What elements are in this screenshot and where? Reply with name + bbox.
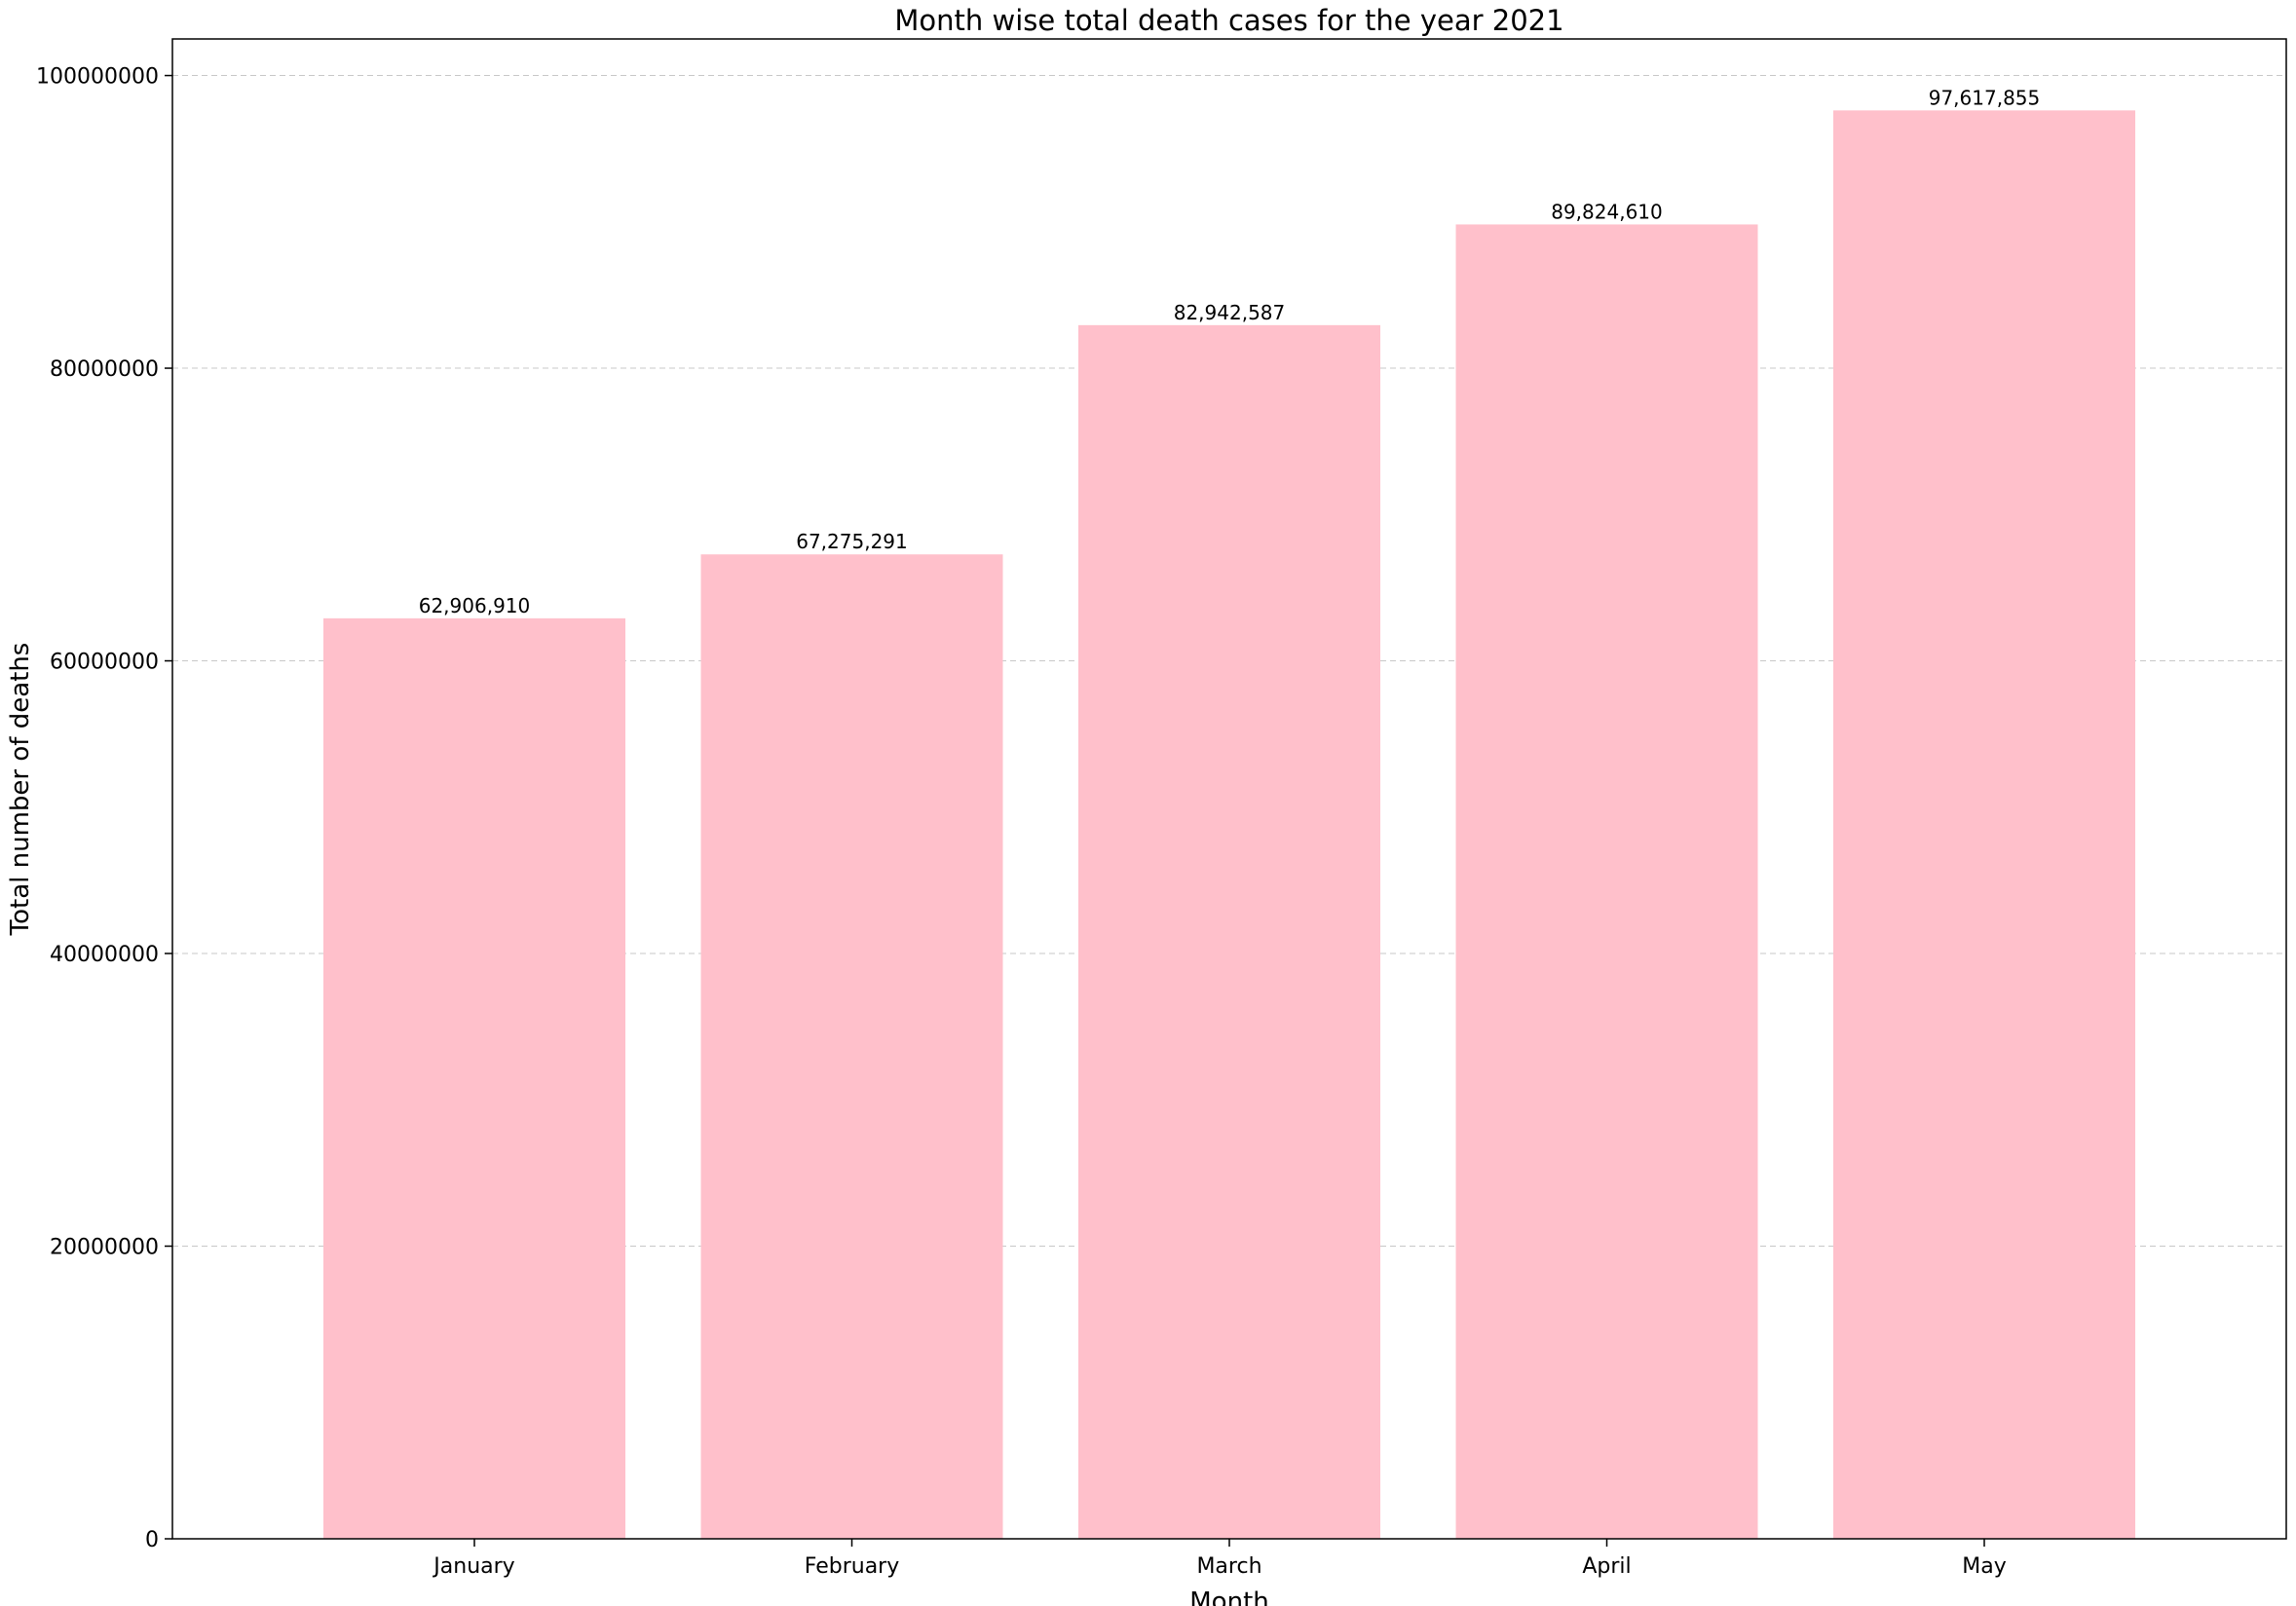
x-tick-label: January [432, 1554, 514, 1579]
data-label: 97,617,855 [1929, 86, 2041, 109]
bar [1833, 110, 2135, 1540]
x-tick-label: February [805, 1554, 900, 1579]
bar [323, 617, 625, 1539]
y-tick-label: 60000000 [50, 651, 159, 675]
x-tick-label: May [1962, 1554, 2006, 1579]
x-axis-ticks: January February March April May [432, 1539, 2007, 1579]
y-tick-label: 0 [145, 1528, 159, 1552]
data-label: 67,275,291 [796, 530, 908, 553]
y-axis-ticks: 0 20000000 40000000 60000000 80000000 1000000… [36, 65, 172, 1552]
data-label: 62,906,910 [419, 594, 531, 617]
y-tick-label: 100000000 [36, 65, 159, 90]
x-tick-label: March [1196, 1554, 1261, 1579]
data-label: 82,942,587 [1174, 301, 1286, 324]
data-label: 89,824,610 [1551, 200, 1663, 223]
y-axis-label: Total number of deaths [6, 643, 35, 937]
chart-title: Month wise total death cases for the yea… [894, 4, 1563, 37]
data-labels: 62,906,910 67,275,291 82,942,587 89,824,610… [419, 86, 2041, 617]
bar [1078, 324, 1380, 1540]
y-tick-label: 20000000 [50, 1236, 159, 1260]
y-tick-label: 80000000 [50, 357, 159, 382]
y-tick-label: 40000000 [50, 943, 159, 967]
bar [700, 554, 1003, 1539]
bar [1455, 224, 1758, 1540]
x-tick-label: April [1582, 1554, 1631, 1579]
bars [323, 110, 2135, 1540]
x-axis-label: Month [1189, 1587, 1269, 1606]
